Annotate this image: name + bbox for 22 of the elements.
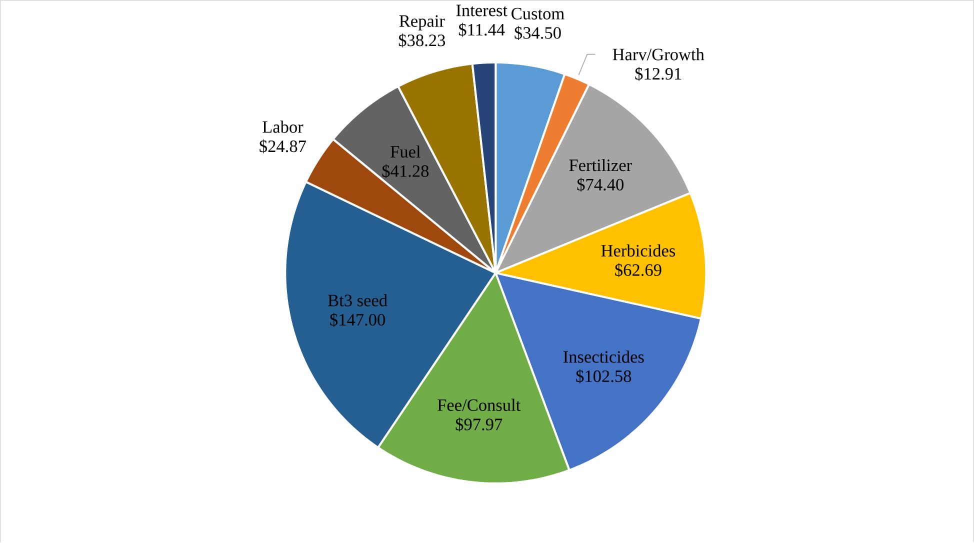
slice-label: Fee/Consult [438,398,521,412]
slice-label: Bt3 seed [328,294,388,306]
slice-label: Custom [512,8,564,20]
data-label: $147.00 [330,313,385,327]
slice-label: Labor [262,120,304,133]
data-label: $62.69 [615,263,662,278]
slice-label: Repair [399,15,445,30]
data-label: $38.23 [398,34,446,48]
slice-label: Fuel [390,146,420,158]
data-label: $97.97 [456,418,502,432]
slice-label: Fertilizer [569,159,632,172]
slice-label: Harv/Growth [612,48,704,60]
data-label: $41.28 [382,164,429,178]
slice-label: Herbicides [601,244,676,257]
slice-label: Interest [456,4,508,16]
data-label: $11.44 [458,22,505,37]
data-label: $34.50 [514,26,561,40]
slice-label: Insecticides [563,350,644,363]
data-label: $74.40 [577,178,624,192]
data-label: $12.91 [635,67,682,81]
data-label: $24.87 [260,140,306,154]
data-label: $102.58 [576,369,632,384]
